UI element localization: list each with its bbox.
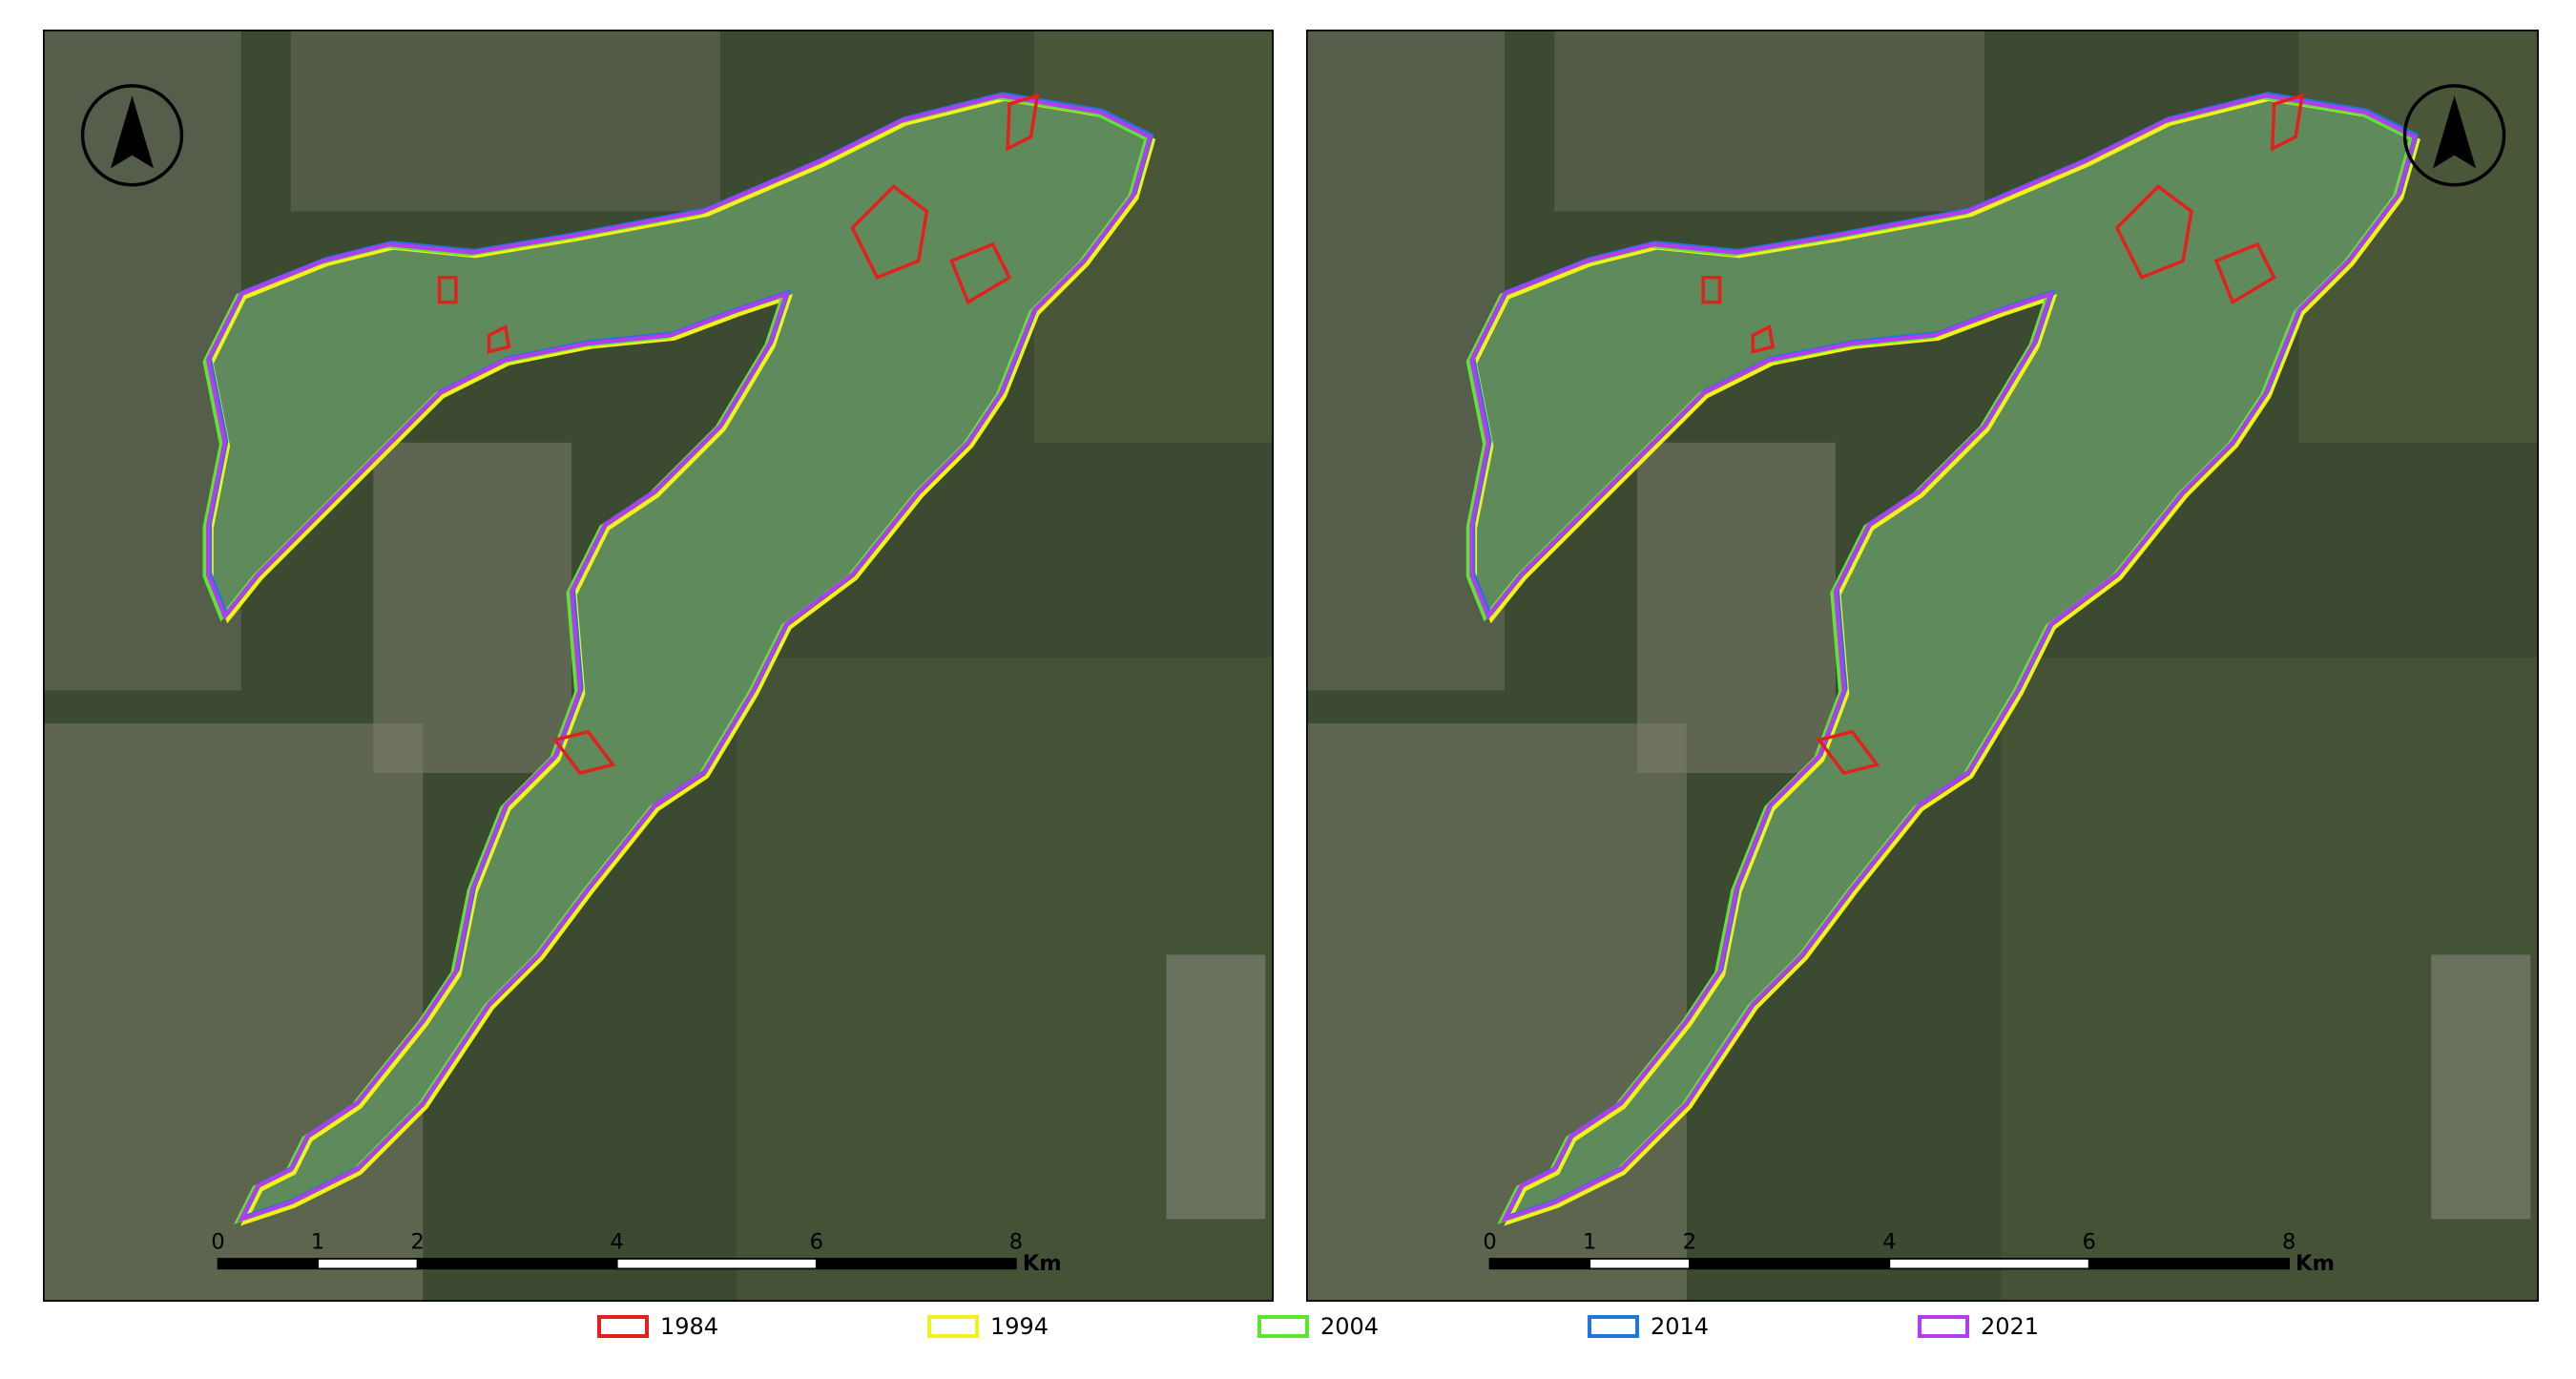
legend-label: 2004 <box>1320 1313 1379 1340</box>
terrain-patch <box>43 723 424 1302</box>
map-panel: 0 1 2 4 6 8Km <box>43 30 1274 1302</box>
scale-bar-label: 6 <box>810 1230 823 1255</box>
north-arrow <box>2433 95 2477 169</box>
scale-bar-label: 4 <box>1882 1230 1896 1255</box>
panel-border <box>43 30 1274 1302</box>
scale-bar-segment <box>615 1258 818 1270</box>
scale-bar-label: 2 <box>410 1230 424 1255</box>
scale-bar-unit: Km <box>1023 1251 1062 1276</box>
legend-swatch <box>1257 1315 1309 1338</box>
scale-bar-label: 0 <box>211 1230 224 1255</box>
terrain-patch <box>1554 30 1985 212</box>
scale-bar-segment <box>1589 1258 1691 1270</box>
scale-bar-label: 2 <box>1683 1230 1696 1255</box>
terrain-patch <box>1166 954 1266 1220</box>
north-arrow-circle <box>80 84 184 187</box>
legend-swatch <box>597 1315 649 1338</box>
legend-label: 2014 <box>1651 1313 1709 1340</box>
scale-bar-segment <box>317 1258 419 1270</box>
scale-bar-segment <box>416 1258 618 1270</box>
north-arrow-circle <box>2402 84 2506 187</box>
legend-swatch <box>1588 1315 1639 1338</box>
scale-bar-label: 1 <box>311 1230 324 1255</box>
legend: 1984 1994 2004 2014 2021 <box>597 1313 2039 1340</box>
scale-bar-label: 8 <box>2282 1230 2296 1255</box>
terrain-patch <box>373 442 572 774</box>
scale-bar-segment <box>1488 1258 1591 1270</box>
scale-bar-label: 1 <box>1583 1230 1596 1255</box>
legend-label: 2021 <box>1981 1313 2039 1340</box>
legend-label: 1984 <box>660 1313 718 1340</box>
legend-swatch <box>1918 1315 1969 1338</box>
terrain-patch <box>1306 723 1687 1302</box>
scale-bar-label: 0 <box>1483 1230 1496 1255</box>
terrain-patch <box>290 30 720 212</box>
terrain-patch <box>1636 442 1836 774</box>
terrain-patch <box>2431 954 2531 1220</box>
scale-bar-label: 4 <box>611 1230 624 1255</box>
legend-label: 1994 <box>990 1313 1049 1340</box>
scale-bar-segment <box>815 1258 1017 1270</box>
scale-bar-segment <box>1689 1258 1891 1270</box>
scale-bar-segment <box>2088 1258 2290 1270</box>
scale-bar-label: 8 <box>1009 1230 1023 1255</box>
north-arrow <box>110 95 155 169</box>
scale-bar-segment <box>217 1258 319 1270</box>
scale-bar-segment <box>1888 1258 2090 1270</box>
panel-border <box>1306 30 2539 1302</box>
scale-bar-unit: Km <box>2296 1251 2335 1276</box>
map-panel: 0 1 2 4 6 8Km <box>1306 30 2539 1302</box>
scale-bar-label: 6 <box>2083 1230 2096 1255</box>
legend-swatch <box>927 1315 979 1338</box>
